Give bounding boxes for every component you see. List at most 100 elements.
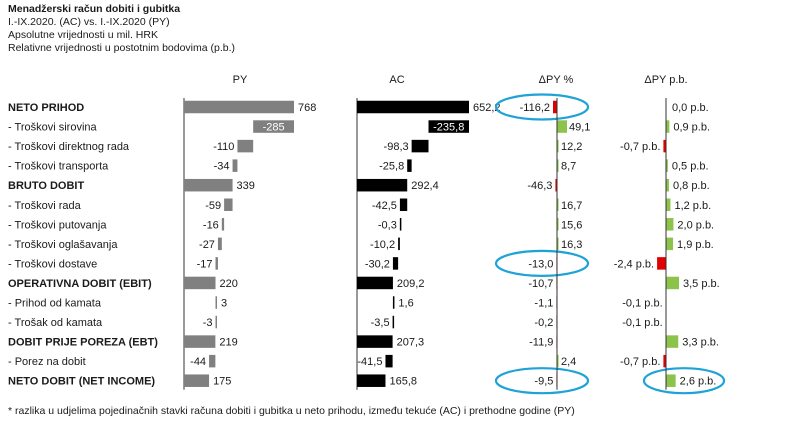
ac-bar — [357, 335, 393, 348]
ac-value-label: -42,5 — [372, 200, 397, 212]
highlight-ellipse — [642, 367, 726, 395]
dpct-bar — [557, 198, 559, 211]
py-bar — [253, 120, 294, 133]
dpb-bar — [666, 276, 679, 290]
py-bar — [184, 335, 216, 348]
py-bar — [232, 159, 238, 172]
row-label: - Porez na dobit — [8, 356, 86, 368]
row-label: OPERATIVNA DOBIT (EBIT) — [8, 278, 152, 290]
py-value-label: -285 — [263, 122, 285, 134]
py-bar — [215, 257, 218, 270]
dpb-value-label: 0,5 p.b. — [672, 161, 709, 173]
py-value-label: -34 — [214, 161, 230, 173]
row-label: - Troškovi direktnog rada — [8, 141, 130, 153]
ac-value-label: -10,2 — [370, 239, 395, 251]
dpb-value-label: 1,9 p.b. — [677, 239, 714, 251]
py-bar — [221, 218, 225, 231]
py-value-label: -16 — [203, 219, 219, 231]
ac-value-label: 207,3 — [397, 337, 425, 349]
ac-value-label: 1,6 — [398, 298, 413, 310]
py-bar — [209, 354, 216, 368]
ac-bar — [428, 120, 469, 133]
ac-bar — [357, 178, 408, 192]
dpb-bar — [666, 178, 669, 192]
py-bar — [215, 315, 218, 329]
ac-value-label: 165,8 — [389, 376, 417, 388]
ac-value-label: -0,3 — [378, 219, 397, 231]
chart-title: Menadžerski račun dobiti i gubitka — [8, 3, 181, 15]
dpct-value-label: 16,7 — [561, 200, 582, 212]
unit-absolute: Apsolutne vrijednosti u mil. HRK — [8, 29, 158, 41]
dpct-value-label: 2,4 — [561, 356, 576, 368]
ac-value-label: -98,3 — [384, 141, 409, 153]
dpb-value-label: -0,7 p.b. — [620, 356, 660, 368]
row-label: BRUTO DOBIT — [8, 180, 84, 192]
dpb-value-label: 1,2 p.b. — [674, 200, 711, 212]
dpct-bar — [557, 159, 559, 172]
dpct-value-label: -116,2 — [520, 102, 550, 114]
column-header: AC — [389, 74, 404, 86]
py-value-label: 3 — [221, 298, 227, 310]
dpb-bar — [666, 159, 668, 172]
highlight-ellipse — [494, 93, 590, 121]
ac-value-label: 292,4 — [411, 180, 439, 192]
py-bar — [224, 198, 233, 211]
dpct-bar — [557, 354, 559, 368]
highlight-ellipse — [494, 249, 590, 277]
dpct-value-label: 12,2 — [561, 141, 582, 153]
unit-relative: Relativne vrijednosti u postotnim bodovi… — [8, 42, 236, 54]
income-statement-chart: PY AC ΔPY % ΔPY p.b. NETO PRIHOD 768 652,2 -116… — [8, 74, 726, 395]
dpb-bar — [666, 335, 679, 348]
py-bar — [184, 100, 294, 114]
dpb-value-label: 2,6 p.b. — [680, 376, 717, 388]
dpct-value-label: -11,9 — [529, 337, 553, 349]
row-label: - Troškovi dostave — [8, 258, 97, 270]
py-value-label: -3 — [203, 317, 213, 329]
row-label: NETO DOBIT (NET INCOME) — [8, 376, 155, 388]
dpb-bar — [666, 198, 671, 211]
py-value-label: -59 — [205, 200, 221, 212]
dpb-value-label: -0,1 p.b. — [622, 317, 662, 329]
py-value-label: -17 — [197, 258, 213, 270]
py-bar — [237, 139, 254, 153]
ac-bar — [385, 354, 393, 368]
dpb-value-label: -0,7 p.b. — [620, 141, 660, 153]
dpct-bar — [555, 178, 557, 192]
dpb-bar — [666, 237, 674, 251]
dpb-value-label: 3,3 p.b. — [682, 337, 719, 349]
dpct-value-label: 8,7 — [561, 161, 576, 173]
column-header: ΔPY % — [539, 74, 574, 86]
dpb-value-label: 0,0 p.b. — [672, 102, 709, 114]
ac-value-label: -25,8 — [379, 161, 404, 173]
chart-period: I.-IX.2020. (AC) vs. I.-IX.2020 (PY) — [8, 16, 170, 28]
dpct-bar — [557, 237, 559, 251]
dpct-value-label: -13,0 — [528, 258, 553, 270]
py-bar — [184, 374, 210, 387]
dpct-bar — [557, 139, 559, 153]
dpb-value-label: 2,0 p.b. — [677, 219, 714, 231]
dpb-value-label: 0,9 p.b. — [673, 122, 710, 134]
row-label: - Trošak od kamata — [8, 317, 103, 329]
ac-value-label: 209,2 — [397, 278, 425, 290]
ac-bar — [392, 296, 395, 309]
ac-bar — [392, 257, 399, 270]
dpct-value-label: -10,7 — [528, 278, 553, 290]
dpb-bar — [666, 120, 670, 133]
dpct-value-label: 15,6 — [561, 219, 582, 231]
py-bar — [217, 237, 222, 251]
ac-bar — [357, 100, 469, 114]
ac-value-label: -41,5 — [357, 356, 382, 368]
py-value-label: -27 — [199, 239, 215, 251]
highlight-ellipse — [494, 367, 590, 395]
dpb-value-label: 3,5 p.b. — [683, 278, 720, 290]
ac-value-label: 652,2 — [473, 102, 501, 114]
dpb-bar — [663, 139, 666, 153]
row-label: - Troškovi putovanja — [8, 219, 107, 231]
py-value-label: 768 — [298, 102, 316, 114]
dpct-value-label: -0,2 — [534, 317, 553, 329]
dpct-value-label: 16,3 — [561, 239, 582, 251]
ac-value-label: -235,8 — [433, 122, 464, 134]
py-value-label: -110 — [213, 141, 234, 153]
dpb-bar — [657, 257, 666, 270]
dpb-bar — [666, 374, 676, 387]
